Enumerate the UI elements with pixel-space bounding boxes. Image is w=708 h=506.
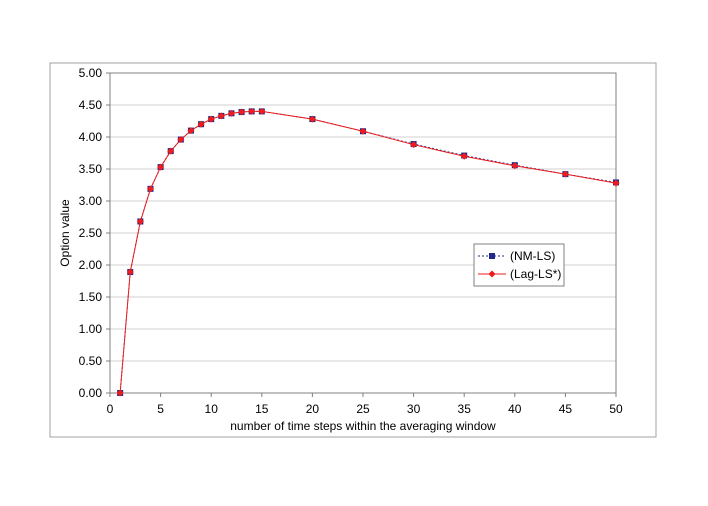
data-point [126, 268, 134, 276]
axis-ticks: 0.00 0.50 1.00 1.50 2.00 2.50 3.00 3.50 4.00 4.50… [79, 66, 623, 416]
chart-outer-frame [49, 62, 657, 438]
data-point [410, 141, 418, 149]
x-tick-label: 5 [157, 402, 164, 416]
y-tick-label: 0.00 [79, 386, 103, 400]
x-tick-label: 0 [107, 402, 114, 416]
data-point [217, 112, 225, 120]
data-point [248, 107, 256, 115]
data-point [460, 152, 468, 160]
x-tick-label: 25 [356, 402, 370, 416]
x-tick-label: 50 [609, 402, 623, 416]
y-tick-label: 4.00 [79, 130, 103, 144]
legend-item: (Lag-LS*) [478, 267, 561, 281]
series-line [119, 110, 617, 394]
series-group [116, 107, 620, 397]
y-axis-label: Option value [58, 199, 72, 267]
data-point [146, 185, 154, 193]
data-point [612, 179, 620, 187]
legend-label: (NM-LS) [510, 249, 555, 263]
data-point [197, 120, 205, 128]
legend-item: (NM-LS) [478, 249, 555, 263]
x-axis-label: number of time steps within the averagin… [230, 419, 496, 433]
x-tick-label: 45 [559, 402, 573, 416]
legend-marker-swatch [489, 253, 495, 259]
data-point [511, 162, 519, 170]
x-tick-label: 15 [255, 402, 269, 416]
data-point [359, 127, 367, 135]
data-point [177, 136, 185, 144]
data-point [238, 108, 246, 116]
data-point [258, 107, 266, 115]
series-lag-ls [116, 107, 620, 397]
x-tick-label: 35 [458, 402, 472, 416]
y-tick-label: 4.50 [79, 98, 103, 112]
x-tick-label: 20 [306, 402, 320, 416]
y-tick-label: 1.00 [79, 322, 103, 336]
legend-marker-swatch [488, 270, 496, 278]
x-tick-label: 10 [205, 402, 219, 416]
y-tick-label: 3.00 [79, 194, 103, 208]
data-point [136, 217, 144, 225]
x-tick-label: 40 [508, 402, 522, 416]
y-tick-label: 2.50 [79, 226, 103, 240]
y-tick-label: 5.00 [79, 66, 103, 80]
data-point [227, 109, 235, 117]
data-point [157, 163, 165, 171]
legend: (NM-LS) (Lag-LS*) [473, 243, 565, 287]
gridlines [110, 104, 616, 362]
data-point [207, 115, 215, 123]
legend-label: (Lag-LS*) [510, 267, 561, 281]
y-tick-label: 0.50 [79, 354, 103, 368]
y-tick-label: 1.50 [79, 290, 103, 304]
y-tick-label: 3.50 [79, 162, 103, 176]
data-point [308, 115, 316, 123]
data-point [561, 170, 569, 178]
legend-box [473, 243, 565, 287]
x-tick-label: 30 [407, 402, 421, 416]
y-tick-label: 2.00 [79, 258, 103, 272]
data-point [187, 127, 195, 135]
data-point [167, 147, 175, 155]
data-point [116, 389, 124, 397]
